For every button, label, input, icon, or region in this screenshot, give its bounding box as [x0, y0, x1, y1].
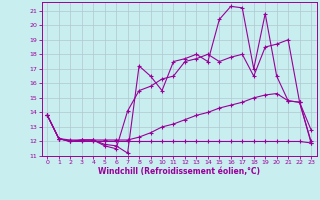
- X-axis label: Windchill (Refroidissement éolien,°C): Windchill (Refroidissement éolien,°C): [98, 167, 260, 176]
